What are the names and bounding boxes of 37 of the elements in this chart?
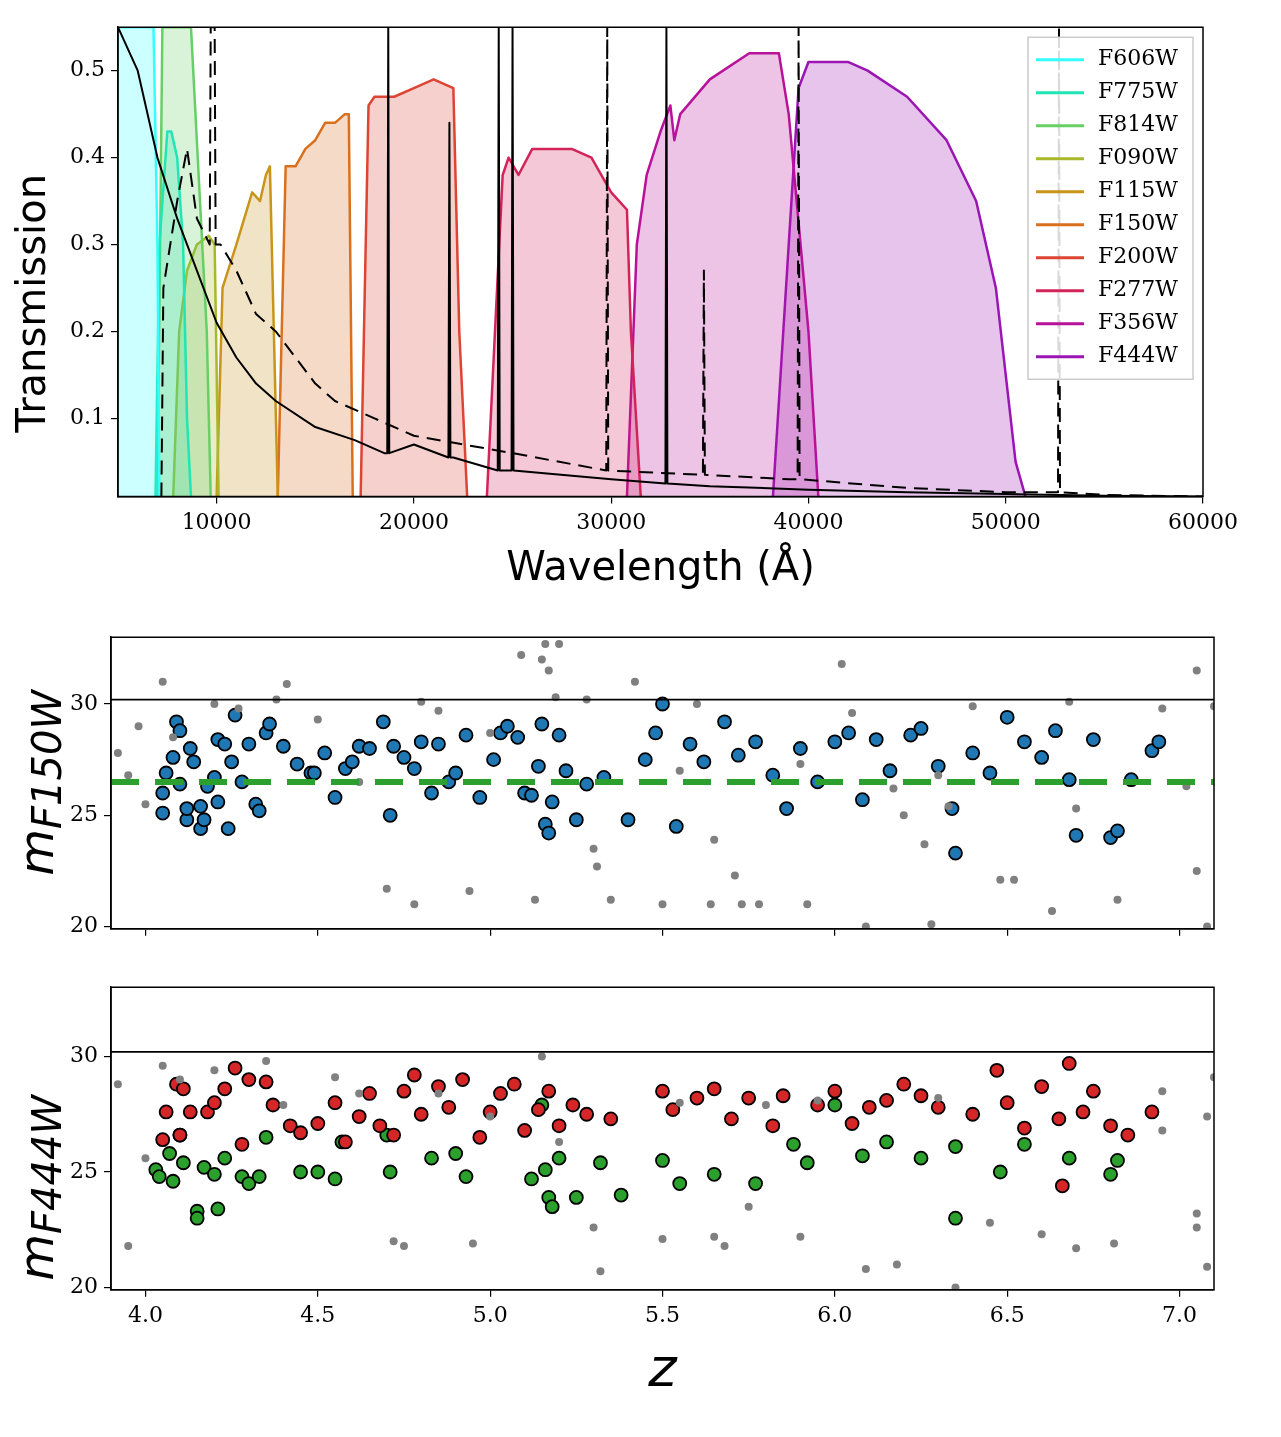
legend-label: F150W <box>1098 210 1179 236</box>
x-tick-label: 7.0 <box>1162 1301 1198 1327</box>
y-axis-title: Transmission <box>8 173 55 433</box>
x-tick-label: 20000 <box>378 508 449 534</box>
x-tick-label: 4.0 <box>127 1301 163 1327</box>
x-axis-title: Wavelength (Å) <box>506 542 815 590</box>
legend-label: F775W <box>1098 78 1179 104</box>
x-tick-label: 5.0 <box>472 1301 508 1327</box>
x-tick-label: 40000 <box>773 508 844 534</box>
y-tick-label: 0.3 <box>69 230 105 256</box>
legend-label: F090W <box>1098 144 1179 170</box>
legend-label: F814W <box>1098 111 1179 137</box>
y-tick-label: 0.2 <box>69 317 105 343</box>
legend-label: F606W <box>1098 45 1179 71</box>
y-tick-label: 20 <box>69 912 98 938</box>
y-tick-label: 0.1 <box>69 404 105 430</box>
legend-label: F115W <box>1098 177 1179 203</box>
x-tick-label: 6.5 <box>989 1301 1025 1327</box>
x-tick-label: 60000 <box>1168 508 1239 534</box>
y-tick-label: 20 <box>69 1273 98 1299</box>
x-tick-label: 30000 <box>576 508 647 534</box>
x-tick-label: 50000 <box>970 508 1041 534</box>
y-tick-label: 0.4 <box>69 143 105 169</box>
x-tick-label: 10000 <box>181 508 252 534</box>
legend-label: F277W <box>1098 276 1179 302</box>
legend-label: F200W <box>1098 243 1179 269</box>
y-tick-label: 25 <box>69 1157 98 1183</box>
x-tick-label: 4.5 <box>300 1301 336 1327</box>
x-tick-label: 5.5 <box>645 1301 680 1327</box>
x-tick-label: 6.0 <box>817 1301 853 1327</box>
y-tick-label: 0.5 <box>69 56 105 82</box>
y-tick-label: 25 <box>69 801 98 826</box>
y-tick-label: 30 <box>69 1042 98 1068</box>
x-axis-title: z <box>647 1335 679 1399</box>
y-tick-label: 30 <box>69 689 98 715</box>
legend-label: F356W <box>1098 309 1179 335</box>
legend-label: F444W <box>1098 342 1179 368</box>
